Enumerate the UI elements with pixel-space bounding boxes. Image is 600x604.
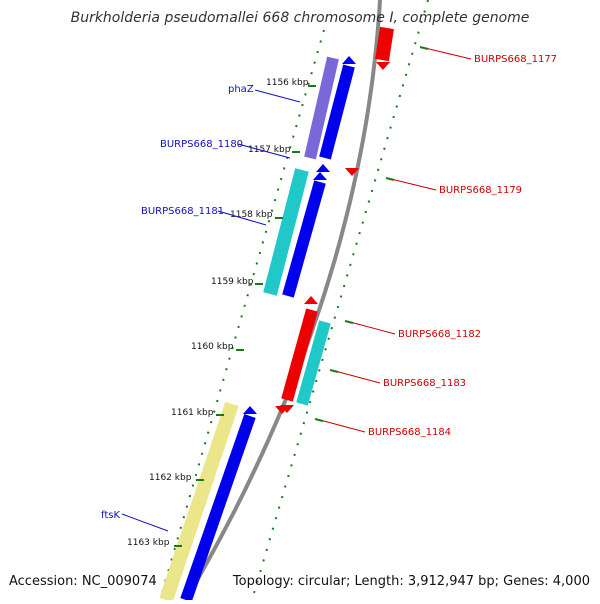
gene-phaZ	[319, 64, 355, 160]
tick-label: 1162 kbp	[149, 473, 192, 483]
tick-label: 1161 kbp	[171, 408, 214, 418]
gene-BURPS668_1183-arrowhead	[304, 296, 318, 304]
callout-tick	[329, 369, 339, 373]
gene-cyan-block	[263, 168, 309, 296]
gene-phaZ-arrowhead	[342, 56, 356, 64]
gene-BURPS668_1177-arrowhead	[376, 62, 390, 70]
gene-BURPS668_1184-arrowhead	[275, 406, 289, 414]
forward-gene-label: ftsK	[101, 510, 120, 521]
tick-label: 1158 kbp	[230, 210, 273, 220]
gene-ftsK	[180, 414, 256, 602]
gene-BURPS668_1182	[281, 308, 318, 402]
gene-BURPS668_1181-arrowhead	[313, 172, 327, 180]
tick-track-inner	[159, 29, 325, 601]
callout-line	[390, 178, 437, 191]
gene-BURPS668_1181	[282, 180, 326, 298]
tick-label: 1157 kbp	[248, 145, 291, 155]
callout-line	[424, 47, 472, 60]
tick-label: 1156 kbp	[266, 78, 309, 88]
reverse-gene-label: BURPS668_1179	[439, 185, 522, 196]
callout-line	[121, 513, 169, 532]
gene-features	[159, 0, 394, 603]
reverse-gene-label: BURPS668_1182	[398, 329, 481, 340]
callout-line	[349, 321, 396, 335]
genome-summary-text: Topology: circular; Length: 3,912,947 bp…	[232, 574, 590, 589]
gene-BURPS668_1177	[375, 26, 394, 62]
map-title: Burkholderia pseudomallei 668 chromosome…	[70, 10, 530, 26]
callout-tick	[419, 46, 429, 50]
forward-gene-label: BURPS668_1181	[141, 206, 224, 217]
forward-gene-label: phaZ	[228, 84, 254, 95]
chromosome-backbone	[183, 0, 382, 602]
callout-line	[319, 419, 366, 433]
callout-tick	[344, 320, 354, 324]
accession-text: Accession: NC_009074	[9, 574, 157, 589]
gene-BURPS668_1179-arrowhead	[345, 168, 359, 176]
tick-label: 1160 kbp	[191, 342, 234, 352]
callout-tick	[314, 418, 324, 422]
gene-purple-block	[304, 56, 339, 160]
callout-line	[254, 89, 301, 103]
tick-label: 1159 kbp	[211, 277, 254, 287]
forward-gene-label: BURPS668_1180	[160, 139, 243, 150]
reverse-gene-label: BURPS668_1177	[474, 54, 557, 65]
tick-label: 1163 kbp	[127, 538, 170, 548]
gene-BURPS668_1180-arrowhead	[316, 164, 330, 172]
gene-BURPS668_1183	[296, 320, 331, 406]
reverse-gene-label: BURPS668_1183	[383, 378, 466, 389]
reverse-gene-label: BURPS668_1184	[368, 427, 451, 438]
gene-yellow-block	[159, 401, 239, 603]
kbp-ticks: 1156 kbp 1157 kbp 1158 kbp 1159 kbp 1160 kbp…	[127, 78, 316, 548]
gene-callouts: phaZ BURPS668_1180 BURPS668_1181 ftsK BURPS6…	[101, 46, 557, 532]
gene-ftsK-arrowhead	[243, 406, 257, 414]
callout-line	[217, 210, 267, 226]
callout-tick	[385, 177, 395, 181]
callout-line	[334, 370, 381, 384]
callout-line	[237, 143, 291, 159]
